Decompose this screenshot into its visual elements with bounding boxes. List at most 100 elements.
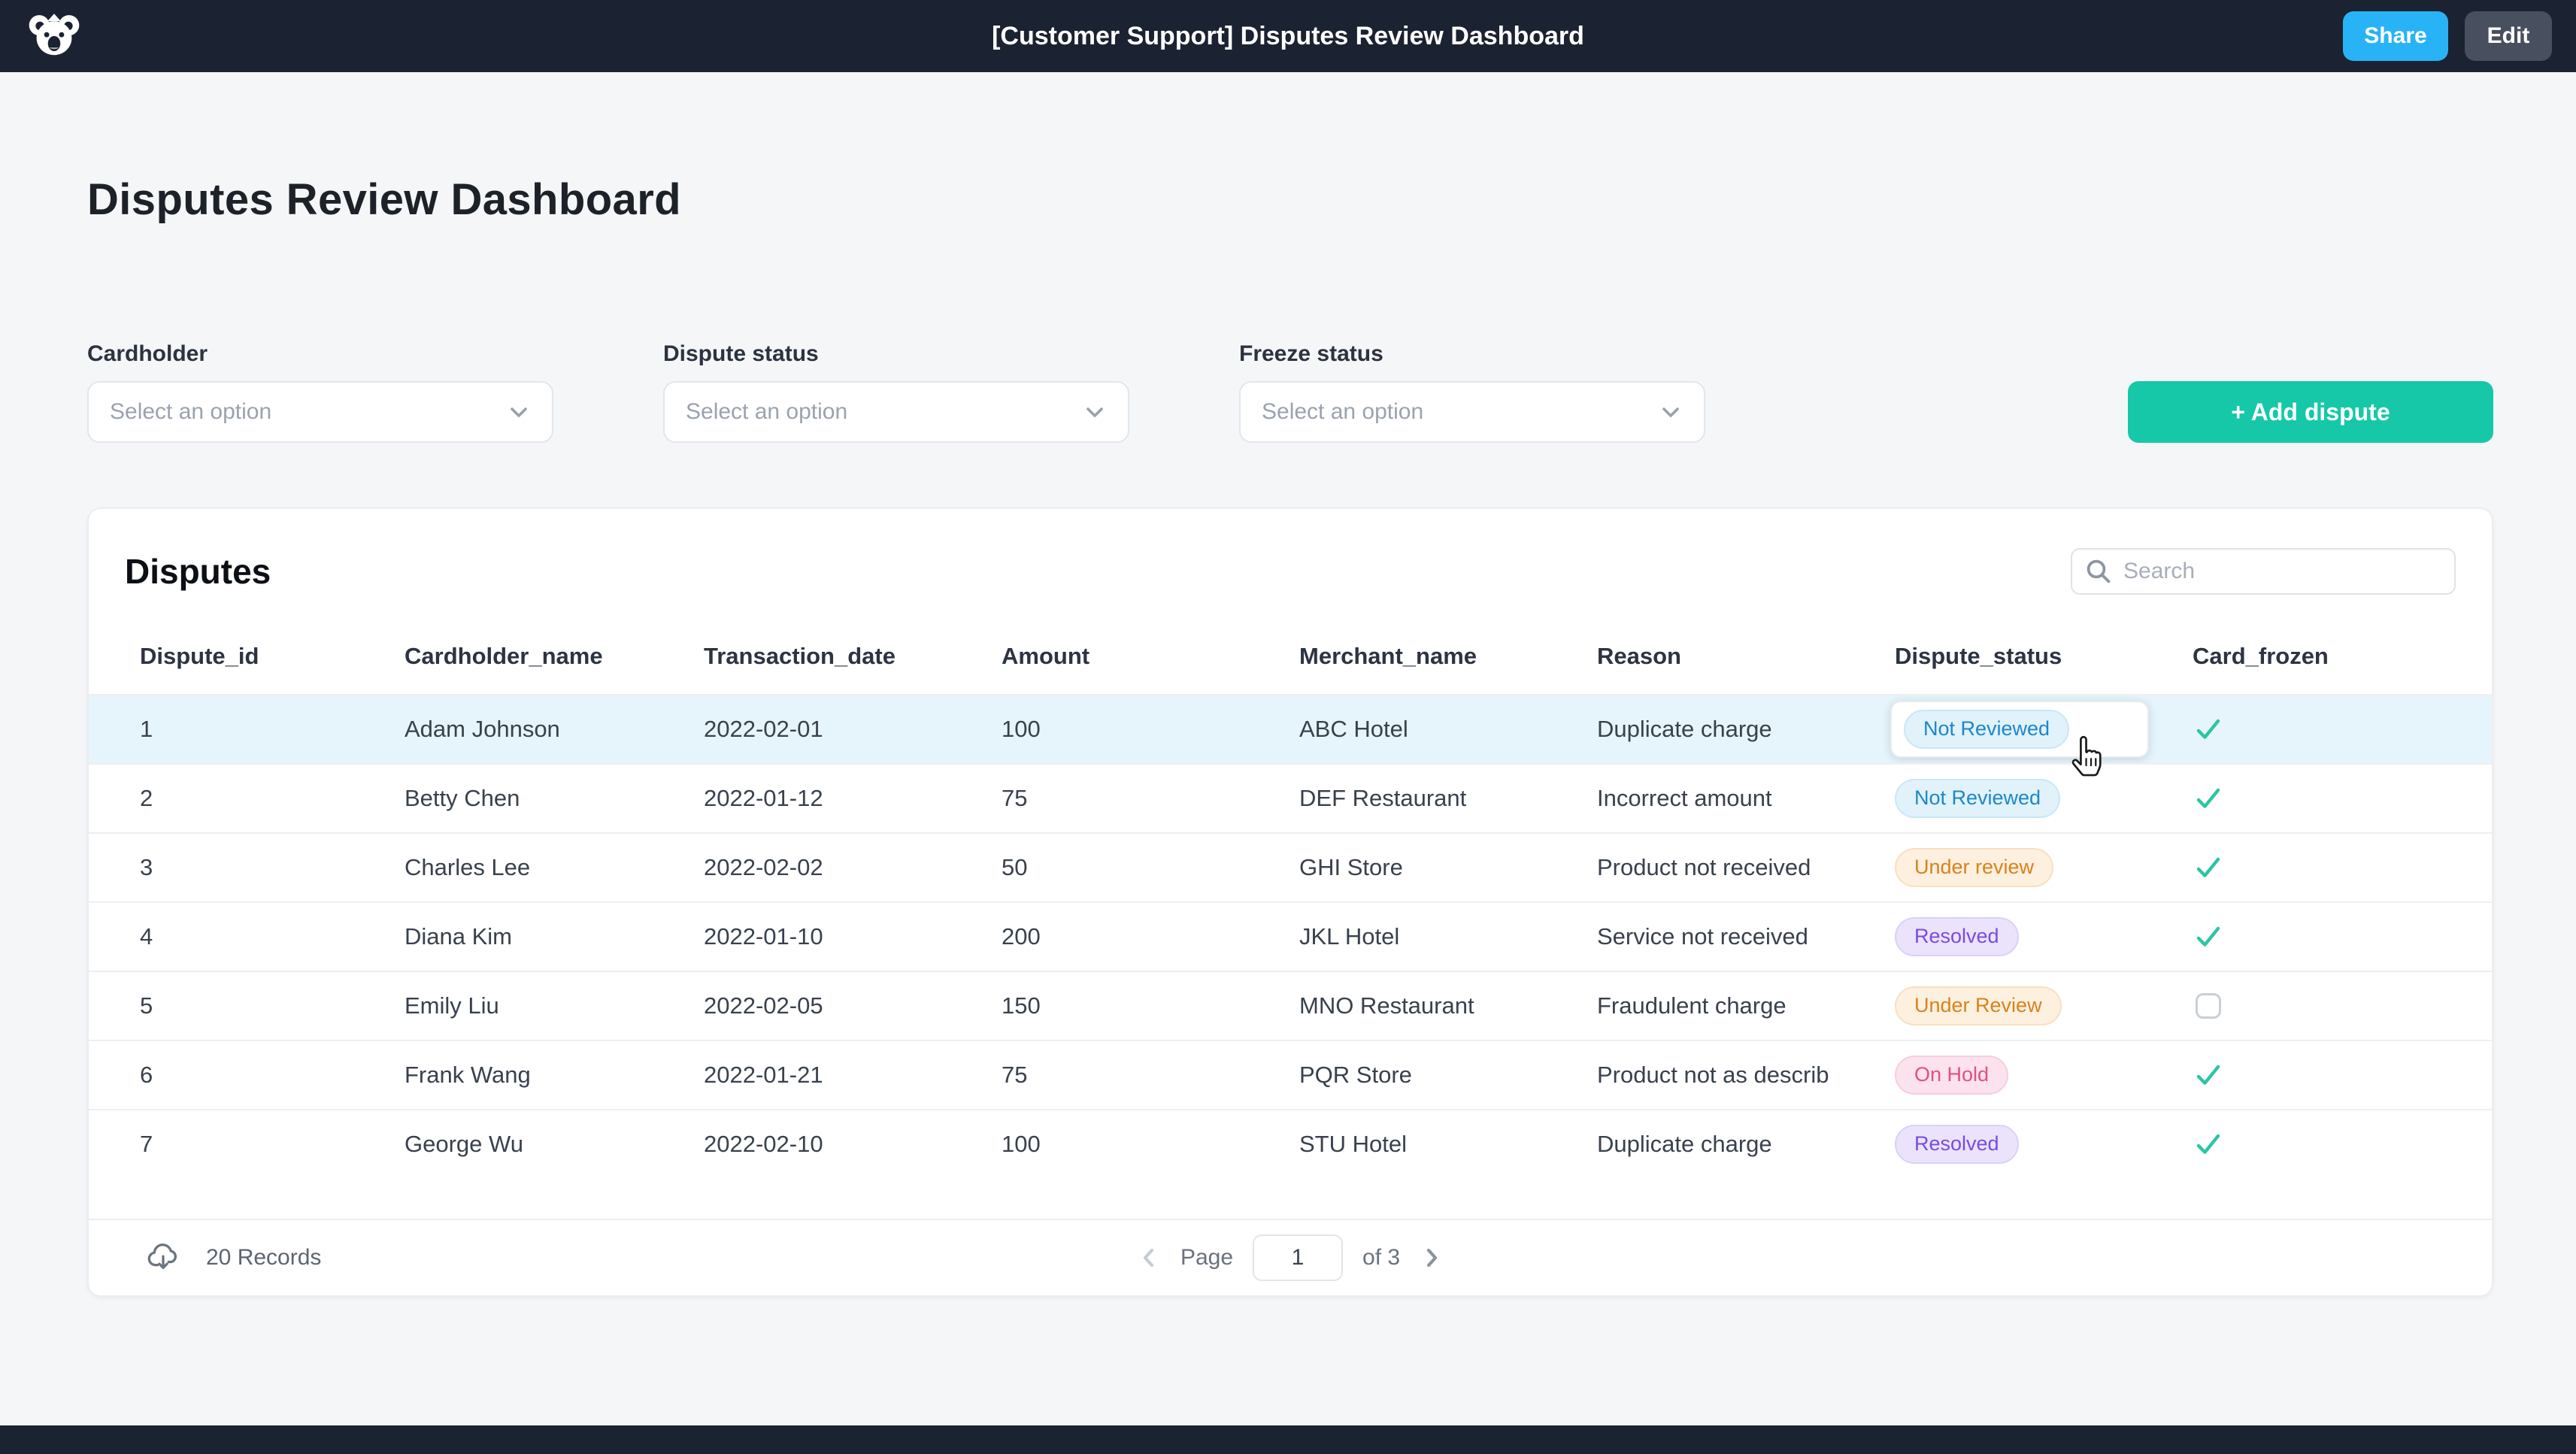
add-dispute-button[interactable]: + Add dispute xyxy=(2128,381,2493,443)
dispute-status-cell: Not Reviewed xyxy=(1880,695,2177,763)
cardholder-select[interactable]: Select an option xyxy=(87,381,553,443)
table-rows: 1 Adam Johnson 2022-02-01 100 ABC Hotel Dupli… xyxy=(89,694,2492,1219)
next-page-icon[interactable] xyxy=(1420,1246,1444,1270)
page-label: Page xyxy=(1180,1245,1234,1270)
column-header[interactable]: Dispute_status xyxy=(1895,643,2062,669)
cardholder-name-cell: George Wu xyxy=(405,1131,523,1157)
status-badge[interactable]: Not Reviewed xyxy=(1904,710,2070,749)
status-badge[interactable]: Not Reviewed xyxy=(1895,779,2061,818)
status-editor-popover[interactable]: Not Reviewed xyxy=(1890,701,2149,758)
amount-cell: 150 xyxy=(1002,992,1041,1019)
table-row[interactable]: 6 Frank Wang 2022-01-21 75 PQR Store Product … xyxy=(89,1040,2492,1109)
table-row[interactable]: 7 George Wu 2022-02-10 100 STU Hotel Duplicat… xyxy=(89,1109,2492,1178)
records-summary: 20 Records xyxy=(146,1240,321,1275)
dispute-status-filter-label: Dispute status xyxy=(663,341,819,366)
dispute-id-cell: 3 xyxy=(140,854,153,880)
column-header[interactable]: Reason xyxy=(1597,643,1681,669)
dispute-status-select-placeholder: Select an option xyxy=(686,399,848,424)
app-title: [Customer Support] Disputes Review Dashb… xyxy=(992,21,1584,50)
merchant-name-cell: MNO Restaurant xyxy=(1299,992,1474,1019)
page-total-label: of 3 xyxy=(1362,1245,1401,1270)
reason-cell: Product not received xyxy=(1597,854,1811,880)
koala-logo-icon[interactable] xyxy=(27,9,81,63)
merchant-name-cell: GHI Store xyxy=(1299,854,1403,880)
amount-cell: 75 xyxy=(1002,1062,1028,1088)
merchant-name-cell: ABC Hotel xyxy=(1299,716,1408,742)
prev-page-icon[interactable] xyxy=(1137,1246,1161,1270)
dispute-status-cell: Resolved xyxy=(1880,1110,2177,1178)
table-row[interactable]: 1 Adam Johnson 2022-02-01 100 ABC Hotel Dupli… xyxy=(89,694,2492,763)
status-badge[interactable]: Under Review xyxy=(1895,986,2062,1025)
top-bar: [Customer Support] Disputes Review Dashb… xyxy=(0,0,2576,72)
dispute-id-cell: 1 xyxy=(140,716,153,742)
disputes-card-header: Disputes xyxy=(89,509,2492,595)
table-row[interactable]: 4 Diana Kim 2022-01-10 200 JKL Hotel Service … xyxy=(89,901,2492,971)
dispute-id-cell: 4 xyxy=(140,923,153,950)
card-frozen-cell xyxy=(2177,695,2456,763)
check-icon xyxy=(2196,1134,2220,1154)
main-content: Disputes Review Dashboard Cardholder Sel… xyxy=(0,72,2576,1297)
column-header[interactable]: Cardholder_name xyxy=(405,643,603,669)
card-frozen-cell xyxy=(2177,765,2456,832)
page-title: Disputes Review Dashboard xyxy=(87,175,681,224)
table-row[interactable]: 3 Charles Lee 2022-02-02 50 GHI Store Product… xyxy=(89,832,2492,901)
amount-cell: 100 xyxy=(1002,1131,1041,1157)
transaction-date-cell: 2022-02-10 xyxy=(704,1131,823,1157)
column-header[interactable]: Card_frozen xyxy=(2193,643,2329,669)
edit-button[interactable]: Edit xyxy=(2465,11,2552,61)
reason-cell: Fraudulent charge xyxy=(1597,992,1787,1019)
cardholder-select-placeholder: Select an option xyxy=(110,399,272,424)
amount-cell: 100 xyxy=(1002,716,1041,742)
share-button[interactable]: Share xyxy=(2343,11,2448,61)
transaction-date-cell: 2022-02-05 xyxy=(704,992,823,1019)
transaction-date-cell: 2022-01-21 xyxy=(704,1062,823,1088)
check-icon xyxy=(2196,1065,2220,1085)
card-frozen-cell xyxy=(2177,1110,2456,1178)
cardholder-filter: Cardholder Select an option xyxy=(87,341,553,443)
pagination: Page of 3 xyxy=(89,1234,2492,1281)
column-header[interactable]: Amount xyxy=(1002,643,1090,669)
checkbox-unchecked-icon[interactable] xyxy=(2196,993,2221,1019)
amount-cell: 75 xyxy=(1002,785,1028,811)
download-icon[interactable] xyxy=(146,1240,180,1275)
status-badge[interactable]: On Hold xyxy=(1895,1056,2009,1095)
table-row[interactable]: 5 Emily Liu 2022-02-05 150 MNO Restaurant Fra… xyxy=(89,971,2492,1040)
dispute-status-cell: Under review xyxy=(1880,834,2177,901)
transaction-date-cell: 2022-02-01 xyxy=(704,716,823,742)
page-number-input[interactable] xyxy=(1253,1234,1344,1281)
reason-cell: Service not received xyxy=(1597,923,1808,950)
disputes-title: Disputes xyxy=(125,552,271,591)
dispute-status-cell: Under Review xyxy=(1880,972,2177,1040)
search-icon xyxy=(2087,559,2111,583)
reason-cell: Product not as describ xyxy=(1597,1062,1829,1088)
card-frozen-cell xyxy=(2177,903,2456,971)
column-header[interactable]: Transaction_date xyxy=(704,643,896,669)
column-header[interactable]: Merchant_name xyxy=(1299,643,1477,669)
chevron-down-icon xyxy=(1662,407,1679,417)
dispute-status-cell: On Hold xyxy=(1880,1041,2177,1109)
merchant-name-cell: JKL Hotel xyxy=(1299,923,1400,950)
merchant-name-cell: DEF Restaurant xyxy=(1299,785,1467,811)
status-badge[interactable]: Resolved xyxy=(1895,917,2019,956)
merchant-name-cell: PQR Store xyxy=(1299,1062,1412,1088)
filters-row: Cardholder Select an option Dispute stat… xyxy=(87,341,2493,443)
table-footer: 20 Records Page of 3 xyxy=(89,1219,2492,1295)
dispute-status-select[interactable]: Select an option xyxy=(663,381,1129,443)
cardholder-name-cell: Betty Chen xyxy=(405,785,520,811)
check-icon xyxy=(2196,857,2220,877)
merchant-name-cell: STU Hotel xyxy=(1299,1131,1407,1157)
cardholder-name-cell: Charles Lee xyxy=(405,854,531,880)
table-row[interactable]: 2 Betty Chen 2022-01-12 75 DEF Restaurant Inc… xyxy=(89,763,2492,832)
search-box xyxy=(2071,548,2456,595)
status-badge[interactable]: Resolved xyxy=(1895,1125,2019,1164)
column-header[interactable]: Dispute_id xyxy=(140,643,259,669)
records-count: 20 Records xyxy=(206,1245,322,1270)
dispute-id-cell: 2 xyxy=(140,785,153,811)
status-badge[interactable]: Under review xyxy=(1895,848,2054,887)
search-input[interactable] xyxy=(2071,548,2456,595)
cardholder-name-cell: Emily Liu xyxy=(405,992,499,1019)
freeze-status-select[interactable]: Select an option xyxy=(1239,381,1705,443)
disputes-card: Disputes Dispute_id Cardholder_name Transa… xyxy=(87,507,2493,1297)
cardholder-name-cell: Frank Wang xyxy=(405,1062,531,1088)
